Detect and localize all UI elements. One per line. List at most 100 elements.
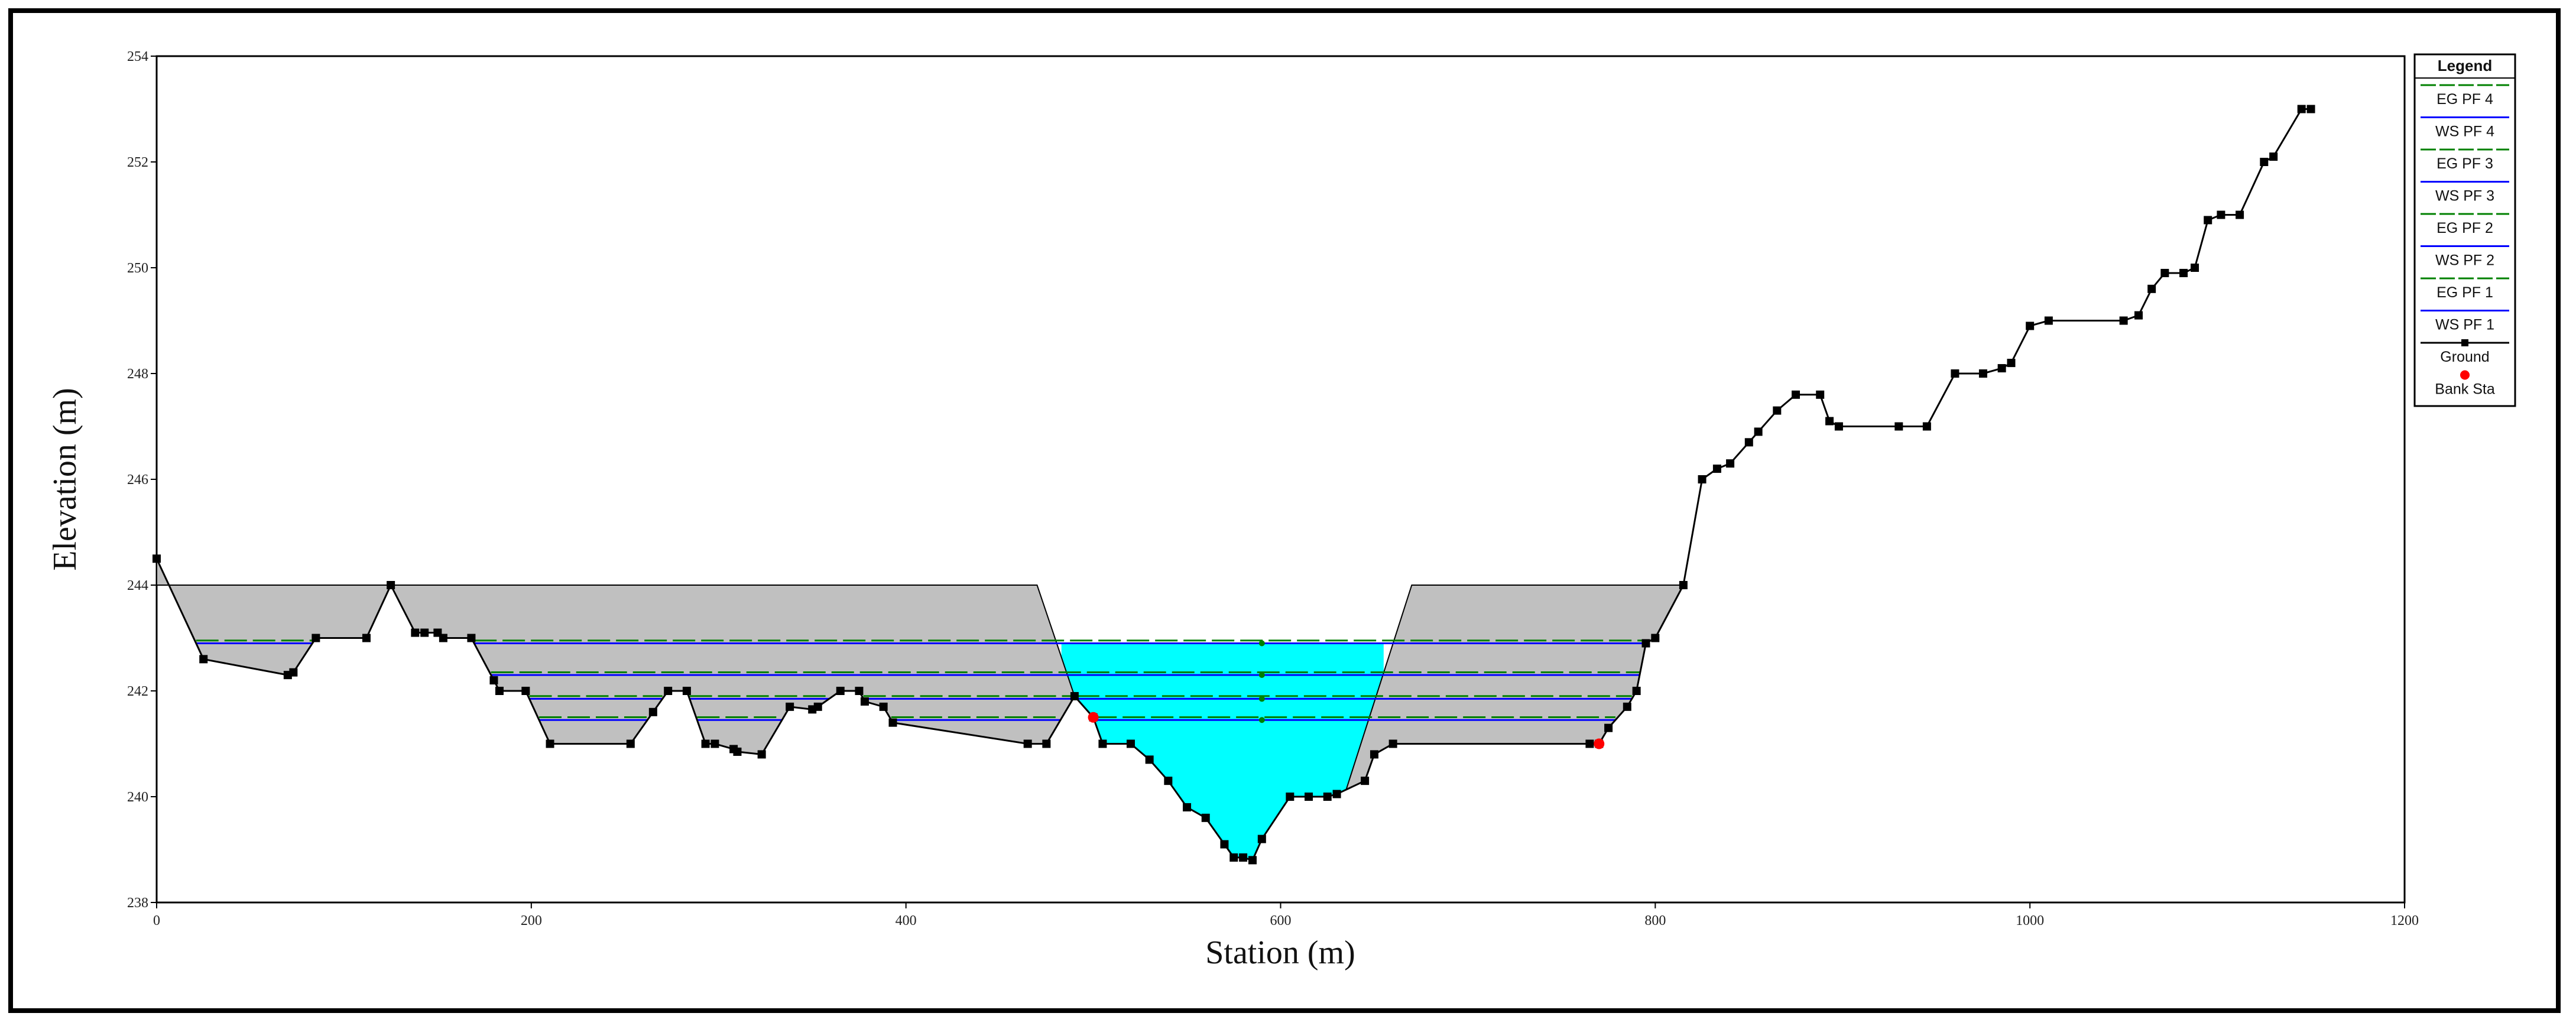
ground-point bbox=[495, 687, 504, 695]
y-axis-label: Elevation (m) bbox=[47, 388, 83, 570]
ground-point bbox=[1951, 369, 1959, 378]
ground-point bbox=[489, 676, 498, 685]
ground-point bbox=[855, 687, 864, 695]
ground-point bbox=[1305, 793, 1313, 801]
ground-point bbox=[420, 628, 429, 637]
y-tick-label: 242 bbox=[127, 684, 148, 699]
ground-point bbox=[312, 634, 320, 642]
y-tick-label: 248 bbox=[127, 366, 148, 382]
y-tick-label: 240 bbox=[127, 790, 148, 805]
ground-point bbox=[199, 655, 208, 664]
ws-marker bbox=[1258, 696, 1265, 702]
ground-point bbox=[888, 718, 897, 727]
legend-entry-label: WS PF 1 bbox=[2435, 317, 2494, 333]
ground-point bbox=[836, 687, 845, 695]
ground-point bbox=[1164, 777, 1173, 785]
x-tick-label: 1000 bbox=[2016, 913, 2044, 928]
ground-point bbox=[1257, 835, 1266, 843]
x-tick-label: 600 bbox=[1270, 913, 1292, 928]
ground-point bbox=[1816, 390, 1825, 399]
legend-entry-label: WS PF 3 bbox=[2435, 188, 2494, 204]
ground-point bbox=[710, 739, 719, 748]
ground-point bbox=[2179, 268, 2188, 277]
ground-point bbox=[2160, 268, 2169, 277]
ground-line bbox=[155, 108, 2311, 862]
ground-point bbox=[387, 581, 395, 589]
ground-point bbox=[682, 687, 691, 695]
ground-point bbox=[1388, 739, 1397, 748]
ground-point bbox=[1632, 687, 1641, 695]
legend-entry-label: EG PF 4 bbox=[2437, 91, 2493, 108]
ground-point bbox=[1894, 422, 1903, 431]
bank-station-point bbox=[1088, 712, 1099, 723]
ground-point bbox=[2026, 322, 2035, 330]
ground-point bbox=[1623, 702, 1631, 711]
legend-swatch-bank bbox=[2460, 370, 2470, 380]
ground-point bbox=[2204, 216, 2212, 225]
ground-point bbox=[2297, 105, 2306, 113]
ground-point bbox=[1239, 853, 1248, 862]
ground-point bbox=[626, 739, 635, 748]
ground-point bbox=[733, 747, 742, 756]
legend-title: Legend bbox=[2438, 57, 2492, 74]
ground-point bbox=[521, 687, 530, 695]
legend-entry-label: WS PF 2 bbox=[2435, 252, 2494, 269]
ground-point bbox=[1978, 369, 1987, 378]
ground-point bbox=[860, 697, 869, 706]
ws-marker bbox=[1258, 717, 1265, 723]
ground-point bbox=[2269, 152, 2278, 161]
ground-point bbox=[1679, 581, 1688, 589]
ground-point bbox=[2007, 359, 2016, 368]
ground-point bbox=[1754, 427, 1763, 436]
ground-point bbox=[1712, 465, 1721, 473]
ground-point bbox=[439, 634, 447, 642]
y-tick-label: 254 bbox=[127, 49, 148, 64]
ground-point bbox=[1286, 793, 1295, 801]
legend-box bbox=[2413, 53, 2516, 407]
x-tick-label: 400 bbox=[896, 913, 917, 928]
ground-point bbox=[1651, 634, 1660, 642]
legend-entry-label: Ground bbox=[2440, 349, 2489, 365]
ground-point bbox=[1070, 691, 1079, 700]
y-tick-label: 246 bbox=[127, 472, 148, 488]
ground-point bbox=[1126, 739, 1135, 748]
ground-point bbox=[1726, 459, 1735, 468]
ground-point bbox=[664, 687, 673, 695]
ground-point bbox=[1332, 790, 1341, 798]
ws-marker bbox=[1258, 640, 1265, 647]
legend-entry-label: WS PF 4 bbox=[2435, 124, 2494, 140]
ground-point bbox=[1641, 639, 1650, 648]
y-tick-label: 252 bbox=[127, 155, 148, 170]
legend-entry-label: EG PF 3 bbox=[2437, 155, 2493, 172]
ground-point bbox=[1922, 422, 1931, 431]
ground-point bbox=[153, 554, 161, 563]
x-tick-label: 200 bbox=[521, 913, 542, 928]
ground-point bbox=[1698, 475, 1706, 483]
legend-entry-label: Bank Sta bbox=[2435, 381, 2495, 398]
x-axis-label: Station (m) bbox=[1205, 934, 1355, 971]
ws-marker bbox=[1258, 672, 1265, 678]
legend-entry-label: EG PF 2 bbox=[2437, 220, 2493, 236]
ground-point bbox=[2217, 210, 2225, 219]
ground-point bbox=[786, 702, 794, 711]
ground-point bbox=[1825, 417, 1834, 426]
ground-point bbox=[2147, 284, 2156, 293]
ground-point bbox=[757, 750, 766, 759]
x-tick-label: 0 bbox=[153, 913, 160, 928]
ground-point bbox=[1229, 853, 1238, 862]
ground-point bbox=[1023, 739, 1032, 748]
ground-point bbox=[411, 628, 420, 637]
ground-point bbox=[2260, 158, 2269, 166]
ground-point bbox=[1370, 750, 1378, 759]
ground-point bbox=[1098, 739, 1107, 748]
ground-point bbox=[1183, 803, 1192, 811]
ground-point bbox=[1361, 777, 1370, 785]
y-tick-label: 238 bbox=[127, 895, 148, 911]
ground-point bbox=[2191, 264, 2199, 272]
x-tick-label: 800 bbox=[1644, 913, 1666, 928]
ground-point bbox=[546, 739, 554, 748]
ground-point bbox=[1145, 755, 1154, 764]
ground-point bbox=[362, 634, 371, 642]
ground-point bbox=[1323, 793, 1332, 801]
